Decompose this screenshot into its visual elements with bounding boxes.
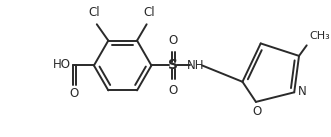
Text: S: S (167, 58, 177, 72)
Text: NH: NH (187, 59, 204, 72)
Text: O: O (252, 105, 261, 118)
Text: O: O (168, 34, 178, 47)
Text: HO: HO (53, 58, 71, 71)
Text: Cl: Cl (144, 5, 155, 18)
Text: CH₃: CH₃ (309, 31, 330, 41)
Text: Cl: Cl (88, 5, 100, 18)
Text: O: O (168, 84, 178, 97)
Text: N: N (298, 85, 307, 98)
Text: O: O (70, 87, 79, 100)
